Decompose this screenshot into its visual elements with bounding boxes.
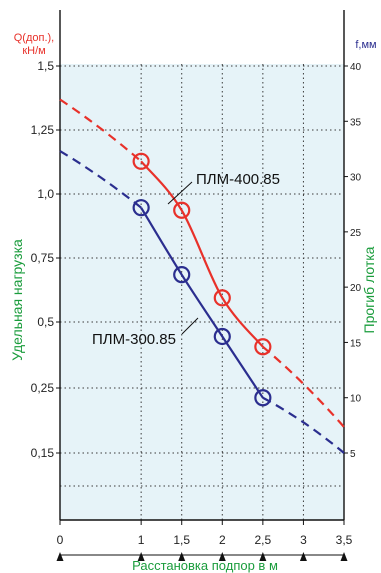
markers (132, 152, 272, 407)
right-tick-label-5: 15 (350, 338, 362, 349)
right-vertical-label: Прогиб лотка (361, 246, 377, 333)
x-scale-marker-6 (340, 552, 348, 561)
right-tick-label-1: 35 (350, 117, 362, 128)
series-callout-leader-400 (167, 181, 193, 205)
right-tick-label-4: 20 (350, 283, 362, 294)
series-1-point-3 (254, 389, 272, 407)
x-scale-marker-3 (218, 552, 226, 561)
x-scale-marker-5 (299, 552, 307, 561)
series-name-300: ПЛМ-300.85 (92, 331, 176, 348)
left-tick-label-3: 0,75 (31, 251, 55, 265)
x-scale-marker-2 (178, 552, 186, 561)
right-tick-label-6: 10 (350, 394, 362, 405)
left-vertical-label: Удельная нагрузка (9, 239, 25, 361)
left-axis-top-label-2: кН/м (22, 45, 45, 57)
series-name-400: ПЛМ-400.85 (196, 171, 280, 188)
x-axis-label: Расстановка подпор в м (132, 558, 278, 573)
left-tick-label-1: 1,25 (31, 123, 55, 137)
x-tick-label-3: 2 (219, 533, 226, 547)
x-scale-marker-4 (259, 552, 267, 561)
series-0-point-0 (132, 152, 150, 170)
series-1-point-0 (132, 199, 150, 217)
x-tick-label-2: 1,5 (173, 533, 190, 547)
x-scale-marker-0 (56, 552, 64, 561)
curves (59, 98, 345, 454)
x-tick-label-5: 3 (300, 533, 307, 547)
right-axis-top-label: f,мм (355, 39, 376, 51)
series-1-line (140, 207, 264, 399)
left-tick-label-0: 1,5 (37, 59, 54, 73)
left-tick-label-6: 0,15 (31, 446, 55, 460)
right-tick-label-3: 25 (350, 228, 362, 239)
x-tick-label-1: 1 (138, 533, 145, 547)
ticks: 1,51,251,00,750,50,250,15403530252015105… (31, 59, 362, 561)
left-tick-label-5: 0,25 (31, 381, 55, 395)
series-1-extrap-start (59, 150, 142, 209)
x-tick-label-4: 2,5 (255, 533, 272, 547)
left-tick-label-2: 1,0 (37, 187, 54, 201)
series-0-point-3 (254, 338, 272, 356)
series-0-point-1 (173, 201, 191, 219)
plot-area (60, 64, 344, 520)
x-scale-marker-1 (137, 552, 145, 561)
series-callout-leader-300 (181, 317, 199, 335)
series-0-line (140, 160, 264, 348)
x-tick-label-0: 0 (57, 533, 64, 547)
x-tick-label-6: 3,5 (336, 533, 353, 547)
left-axis-top-label-1: Q(доп.), (14, 32, 55, 44)
series-1-point-1 (173, 266, 191, 284)
series-1-extrap-end (262, 396, 345, 454)
right-tick-label-7: 5 (350, 449, 356, 460)
series-0-point-2 (213, 289, 231, 307)
series-1-point-2 (213, 327, 231, 346)
right-tick-label-0: 40 (350, 62, 362, 73)
right-tick-label-2: 30 (350, 173, 362, 184)
series-0-extrap-start (59, 98, 142, 163)
axes (59, 10, 345, 556)
left-tick-label-4: 0,5 (37, 315, 54, 329)
